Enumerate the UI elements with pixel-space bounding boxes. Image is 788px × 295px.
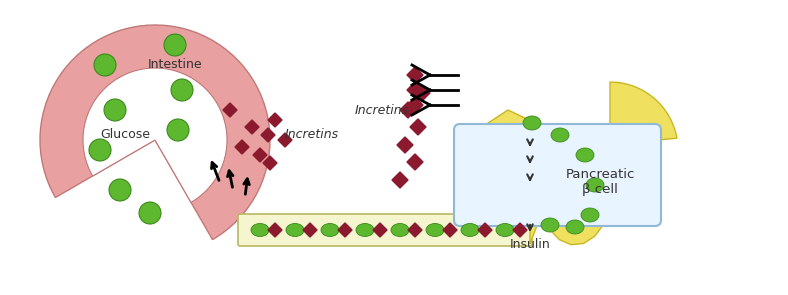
- Ellipse shape: [541, 218, 559, 232]
- Polygon shape: [397, 137, 413, 153]
- Polygon shape: [303, 223, 317, 237]
- Text: Incretins: Incretins: [285, 129, 339, 142]
- Polygon shape: [410, 119, 426, 135]
- Polygon shape: [407, 67, 423, 83]
- Ellipse shape: [523, 116, 541, 130]
- Text: Intestine: Intestine: [147, 58, 203, 71]
- Polygon shape: [392, 172, 408, 188]
- Ellipse shape: [566, 220, 584, 234]
- Polygon shape: [268, 223, 282, 237]
- Ellipse shape: [586, 178, 604, 192]
- Polygon shape: [235, 140, 249, 154]
- Circle shape: [164, 34, 186, 56]
- Ellipse shape: [356, 224, 374, 237]
- Ellipse shape: [286, 224, 304, 237]
- Ellipse shape: [576, 148, 594, 162]
- Wedge shape: [83, 68, 227, 202]
- Polygon shape: [253, 148, 267, 162]
- Polygon shape: [338, 223, 352, 237]
- Ellipse shape: [391, 224, 409, 237]
- Wedge shape: [40, 25, 270, 240]
- Circle shape: [109, 179, 131, 201]
- Circle shape: [139, 202, 161, 224]
- Polygon shape: [478, 223, 492, 237]
- Text: Incretins: Incretins: [355, 104, 409, 117]
- Ellipse shape: [551, 128, 569, 142]
- Polygon shape: [462, 82, 677, 245]
- Text: β cell: β cell: [582, 183, 618, 196]
- Ellipse shape: [321, 224, 339, 237]
- Polygon shape: [223, 103, 237, 117]
- Ellipse shape: [581, 208, 599, 222]
- Polygon shape: [407, 154, 423, 170]
- Circle shape: [171, 79, 193, 101]
- Polygon shape: [414, 85, 430, 101]
- Polygon shape: [407, 97, 423, 113]
- Circle shape: [167, 119, 189, 141]
- Ellipse shape: [496, 224, 514, 237]
- Circle shape: [89, 139, 111, 161]
- Text: Pancreatic: Pancreatic: [565, 168, 634, 181]
- Polygon shape: [400, 102, 416, 118]
- Polygon shape: [407, 82, 423, 98]
- Polygon shape: [245, 120, 259, 134]
- Ellipse shape: [251, 224, 269, 237]
- FancyBboxPatch shape: [454, 124, 661, 226]
- Text: Insulin: Insulin: [510, 238, 550, 252]
- Polygon shape: [263, 156, 277, 170]
- Circle shape: [104, 99, 126, 121]
- Circle shape: [94, 54, 116, 76]
- Polygon shape: [268, 113, 282, 127]
- Text: Glucose: Glucose: [100, 129, 150, 142]
- Polygon shape: [373, 223, 387, 237]
- Ellipse shape: [461, 224, 479, 237]
- Polygon shape: [443, 223, 457, 237]
- Polygon shape: [278, 133, 292, 147]
- Ellipse shape: [426, 224, 444, 237]
- FancyBboxPatch shape: [238, 214, 532, 246]
- Polygon shape: [408, 223, 422, 237]
- Polygon shape: [261, 128, 275, 142]
- Polygon shape: [513, 223, 527, 237]
